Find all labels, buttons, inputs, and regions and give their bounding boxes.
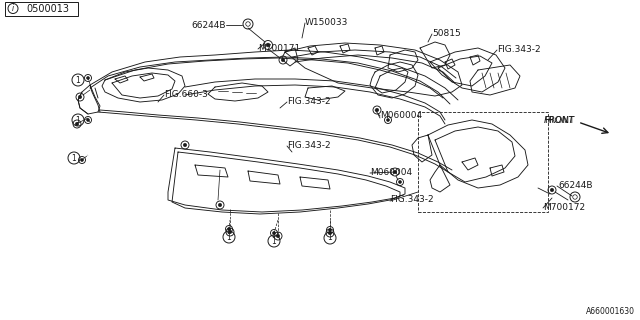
- Circle shape: [76, 122, 79, 126]
- Text: 50815: 50815: [432, 28, 461, 37]
- Text: FIG.343-2: FIG.343-2: [287, 97, 331, 106]
- Text: 1: 1: [227, 233, 232, 242]
- Circle shape: [387, 118, 390, 122]
- Text: FIG.343-2: FIG.343-2: [497, 44, 541, 53]
- Circle shape: [228, 228, 230, 230]
- Circle shape: [276, 234, 280, 238]
- Circle shape: [328, 231, 332, 235]
- Circle shape: [550, 188, 554, 192]
- Text: A660001630: A660001630: [586, 307, 635, 316]
- Text: 1: 1: [271, 236, 276, 245]
- Circle shape: [375, 108, 379, 112]
- Text: M060004: M060004: [370, 167, 412, 177]
- Text: M700171: M700171: [258, 44, 300, 52]
- Circle shape: [78, 95, 82, 99]
- Circle shape: [399, 180, 401, 183]
- Circle shape: [81, 158, 83, 162]
- Text: FIG.343-2: FIG.343-2: [390, 196, 434, 204]
- Text: W150033: W150033: [305, 18, 348, 27]
- Text: M700172: M700172: [543, 203, 585, 212]
- FancyBboxPatch shape: [4, 2, 77, 15]
- Text: 66244B: 66244B: [558, 180, 593, 189]
- Text: 1: 1: [328, 234, 332, 243]
- Text: FIG.660-3: FIG.660-3: [164, 90, 208, 99]
- Text: 1: 1: [72, 154, 76, 163]
- Text: FRONT: FRONT: [544, 116, 575, 124]
- Text: 66244B: 66244B: [191, 20, 226, 29]
- Text: 1: 1: [76, 116, 81, 124]
- Text: FRONT: FRONT: [545, 116, 575, 124]
- Circle shape: [183, 143, 187, 147]
- Circle shape: [328, 228, 332, 231]
- Circle shape: [86, 76, 90, 79]
- Text: 1: 1: [76, 76, 81, 84]
- Bar: [418, 112, 548, 212]
- Circle shape: [86, 118, 90, 122]
- Circle shape: [273, 232, 275, 235]
- Circle shape: [266, 43, 270, 47]
- Circle shape: [394, 170, 397, 174]
- Text: 0500013: 0500013: [26, 4, 70, 13]
- Text: i: i: [12, 4, 14, 13]
- Circle shape: [228, 230, 232, 234]
- Circle shape: [218, 203, 221, 207]
- Text: FIG.343-2: FIG.343-2: [287, 140, 331, 149]
- Text: M060004: M060004: [380, 110, 422, 119]
- Circle shape: [282, 58, 285, 62]
